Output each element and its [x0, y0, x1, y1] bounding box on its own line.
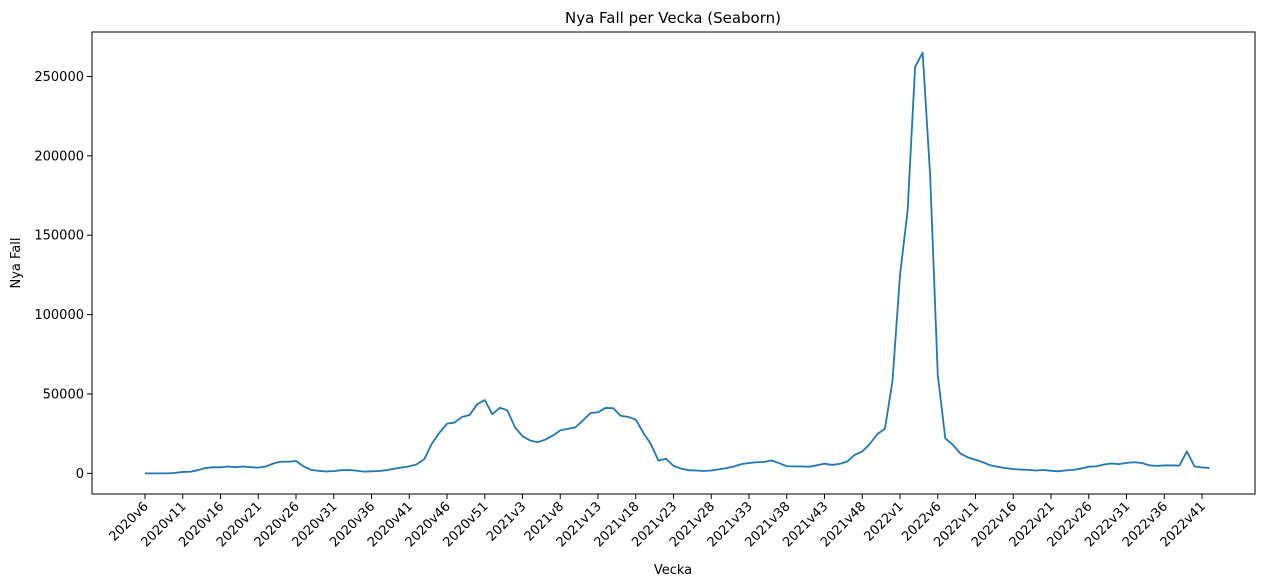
- y-tick-label: 100000: [34, 308, 84, 323]
- chart-title: Nya Fall per Vecka (Seaborn): [565, 9, 781, 27]
- y-tick-label: 50000: [43, 387, 84, 402]
- y-tick-label: 250000: [34, 70, 84, 85]
- x-axis: 2020v62020v112020v162020v212020v262020v3…: [107, 494, 1209, 550]
- x-axis-label: Vecka: [654, 563, 692, 578]
- y-tick-label: 150000: [34, 229, 84, 244]
- y-tick-label: 200000: [34, 149, 84, 164]
- plot-area: [91, 31, 1256, 495]
- plot-frame: [91, 31, 1256, 495]
- x-tick-label: 2022v1: [862, 499, 907, 544]
- series-line: [145, 51, 1210, 475]
- y-tick-label: 0: [76, 467, 84, 482]
- y-axis-label: Nya Fall: [9, 238, 24, 289]
- x-tick-label: 2021v3: [484, 499, 529, 544]
- y-axis: 0 50000 100000 150000 200000 250000: [34, 70, 92, 482]
